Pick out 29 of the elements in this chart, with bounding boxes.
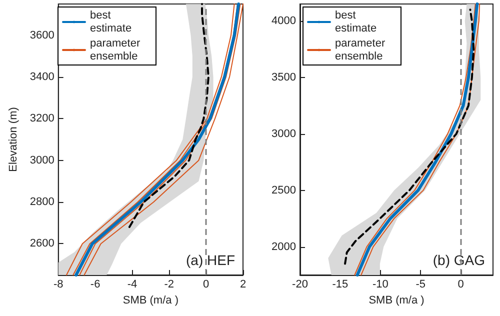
- x-tick-label: -4: [127, 278, 138, 290]
- x-tick-label: -6: [90, 278, 100, 290]
- y-tick-label: 3600: [30, 29, 54, 42]
- y-tick-label: 3500: [272, 71, 296, 84]
- annotation: (a) HEF: [186, 252, 235, 268]
- legend-label: parameter ensemble: [335, 38, 388, 62]
- x-tick-label: -15: [332, 278, 348, 290]
- x-tick-label: -10: [372, 278, 388, 290]
- x-tick-label: 2: [240, 278, 246, 290]
- y-tick-label: 3000: [30, 154, 54, 166]
- x-tick-label: 0: [458, 278, 464, 290]
- x-axis-title: SMB (m/a ): [122, 294, 178, 306]
- y-tick-label: 3000: [272, 128, 296, 140]
- y-axis-title: Elevation (m): [8, 107, 20, 172]
- x-tick-label: 0: [203, 278, 210, 290]
- y-tick-label: 2800: [30, 196, 54, 208]
- x-tick-label: -5: [416, 278, 426, 290]
- y-tick-label: 2600: [30, 238, 54, 250]
- y-tick-label: 3200: [30, 112, 54, 125]
- x-tick-label: -20: [292, 278, 308, 290]
- x-tick-label: -2: [164, 278, 174, 290]
- y-tick-label: 2000: [272, 240, 296, 253]
- y-tick-label: 4000: [272, 14, 296, 27]
- legend-label: parameter ensemble: [90, 38, 144, 62]
- y-tick-label: 2500: [272, 184, 296, 196]
- y-tick-label: 3400: [30, 70, 54, 83]
- x-tick-label: -8: [53, 278, 64, 290]
- annotation: (b) GAG: [432, 252, 486, 268]
- x-axis-title: SMB (m/a ): [368, 294, 424, 306]
